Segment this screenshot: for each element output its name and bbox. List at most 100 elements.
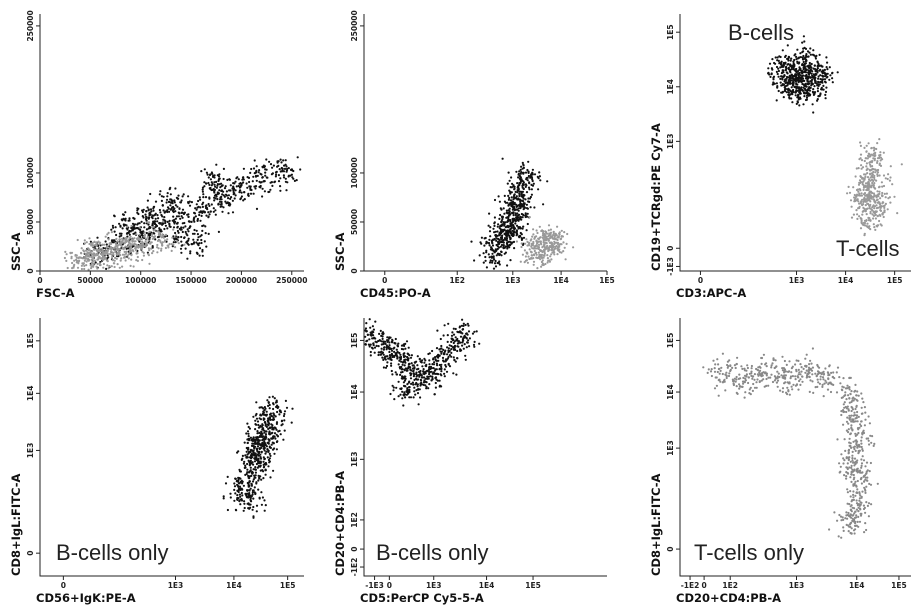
data-point xyxy=(396,345,399,348)
data-point xyxy=(268,446,271,449)
data-point xyxy=(724,389,727,392)
data-point xyxy=(263,190,266,193)
data-point xyxy=(246,489,249,492)
data-point xyxy=(736,356,739,359)
data-point xyxy=(250,474,253,477)
data-point xyxy=(876,171,880,174)
data-point xyxy=(217,202,220,205)
data-point xyxy=(512,225,515,228)
data-point xyxy=(247,192,250,195)
data-point xyxy=(775,70,779,73)
data-point xyxy=(278,168,281,171)
data-point xyxy=(166,244,169,247)
data-point xyxy=(280,161,283,164)
data-point xyxy=(213,181,216,184)
data-point xyxy=(502,207,505,210)
data-point xyxy=(776,375,779,378)
data-point xyxy=(222,194,225,197)
data-point xyxy=(482,252,485,255)
data-point xyxy=(813,85,816,88)
data-point xyxy=(272,164,275,167)
data-point xyxy=(190,220,193,223)
data-point xyxy=(721,372,724,376)
data-point xyxy=(531,184,535,187)
data-point xyxy=(734,380,737,383)
data-point xyxy=(508,179,511,182)
data-point xyxy=(80,267,83,271)
data-point xyxy=(188,204,192,207)
data-point xyxy=(816,98,819,101)
data-point xyxy=(427,387,430,390)
data-point xyxy=(256,450,259,453)
data-point xyxy=(88,237,91,240)
data-point xyxy=(541,256,544,259)
data-point xyxy=(251,472,254,475)
data-point xyxy=(244,454,247,457)
y-tick-label: 1E4 xyxy=(666,79,675,95)
data-point xyxy=(494,250,497,253)
data-point xyxy=(73,259,76,262)
data-point xyxy=(507,245,510,248)
data-point xyxy=(239,198,242,201)
data-point xyxy=(828,66,831,69)
data-point xyxy=(524,183,528,186)
data-point xyxy=(414,383,417,386)
data-point xyxy=(405,340,409,343)
data-point xyxy=(276,440,279,443)
data-point xyxy=(388,350,391,354)
data-point xyxy=(256,436,259,439)
data-point xyxy=(868,191,871,195)
data-point xyxy=(502,221,505,224)
data-point xyxy=(260,450,263,453)
data-point xyxy=(770,72,773,75)
data-point xyxy=(254,174,258,177)
data-point xyxy=(247,502,250,506)
data-point xyxy=(407,365,410,368)
data-point xyxy=(878,213,881,216)
data-point xyxy=(851,397,854,400)
data-point xyxy=(732,383,735,386)
data-point xyxy=(836,71,839,74)
data-point xyxy=(422,383,425,386)
data-point xyxy=(70,257,73,260)
data-point xyxy=(201,224,204,228)
data-point xyxy=(242,167,245,170)
data-point xyxy=(459,341,462,344)
data-point xyxy=(484,255,487,259)
data-point xyxy=(506,211,510,214)
data-point xyxy=(861,177,865,180)
data-point xyxy=(271,166,274,169)
data-point xyxy=(749,393,752,396)
data-point xyxy=(444,358,448,361)
data-point xyxy=(760,362,763,365)
data-point xyxy=(783,359,787,363)
data-point xyxy=(113,214,116,217)
data-point xyxy=(710,368,713,371)
data-point xyxy=(802,35,806,38)
data-point xyxy=(203,168,206,171)
data-point xyxy=(263,499,266,502)
data-point xyxy=(143,231,146,234)
data-point xyxy=(797,62,800,65)
data-point xyxy=(424,380,427,383)
data-point xyxy=(520,237,523,240)
data-point xyxy=(133,226,136,229)
data-point xyxy=(498,253,501,257)
data-point xyxy=(819,74,822,77)
data-point xyxy=(508,214,511,217)
data-point xyxy=(192,242,195,245)
data-point xyxy=(160,199,163,202)
data-point xyxy=(526,261,530,264)
data-point xyxy=(540,243,543,246)
data-point xyxy=(128,229,131,233)
data-point xyxy=(512,202,515,205)
data-point xyxy=(96,267,99,270)
data-point xyxy=(786,386,789,389)
data-point xyxy=(213,194,217,197)
data-point xyxy=(421,365,424,368)
data-point xyxy=(111,255,114,259)
data-point xyxy=(198,242,201,245)
data-point xyxy=(80,252,83,255)
data-point xyxy=(491,241,494,244)
x-axis-label: FSC-A xyxy=(36,286,75,300)
